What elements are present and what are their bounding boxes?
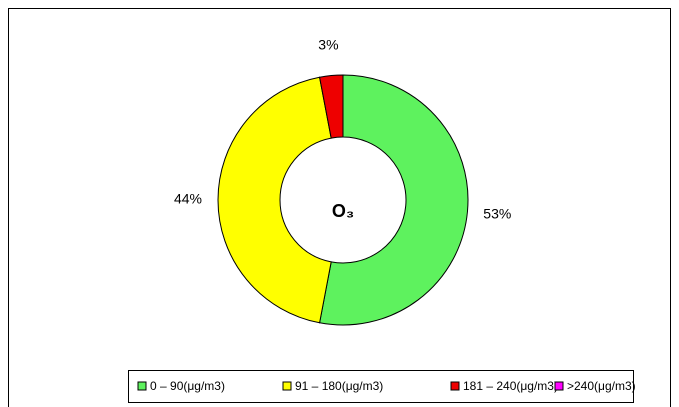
legend-label: 181 – 240(μg/m3) — [463, 379, 558, 393]
legend-swatch — [554, 381, 564, 391]
legend-swatch — [282, 381, 292, 391]
donut-slice — [318, 74, 469, 326]
legend-box — [128, 370, 634, 403]
legend-swatch — [137, 381, 147, 391]
value-label: 44% — [174, 191, 202, 207]
value-label: 53% — [483, 205, 511, 221]
legend-label: 91 – 180(μg/m3) — [295, 379, 383, 393]
center-label: O₃ — [332, 201, 354, 221]
legend-label: >240(μg/m3) — [567, 379, 636, 393]
donut-slice — [217, 76, 332, 324]
legend-swatch — [450, 381, 460, 391]
value-label: 3% — [318, 36, 338, 52]
legend-label: 0 – 90(μg/m3) — [150, 379, 225, 393]
